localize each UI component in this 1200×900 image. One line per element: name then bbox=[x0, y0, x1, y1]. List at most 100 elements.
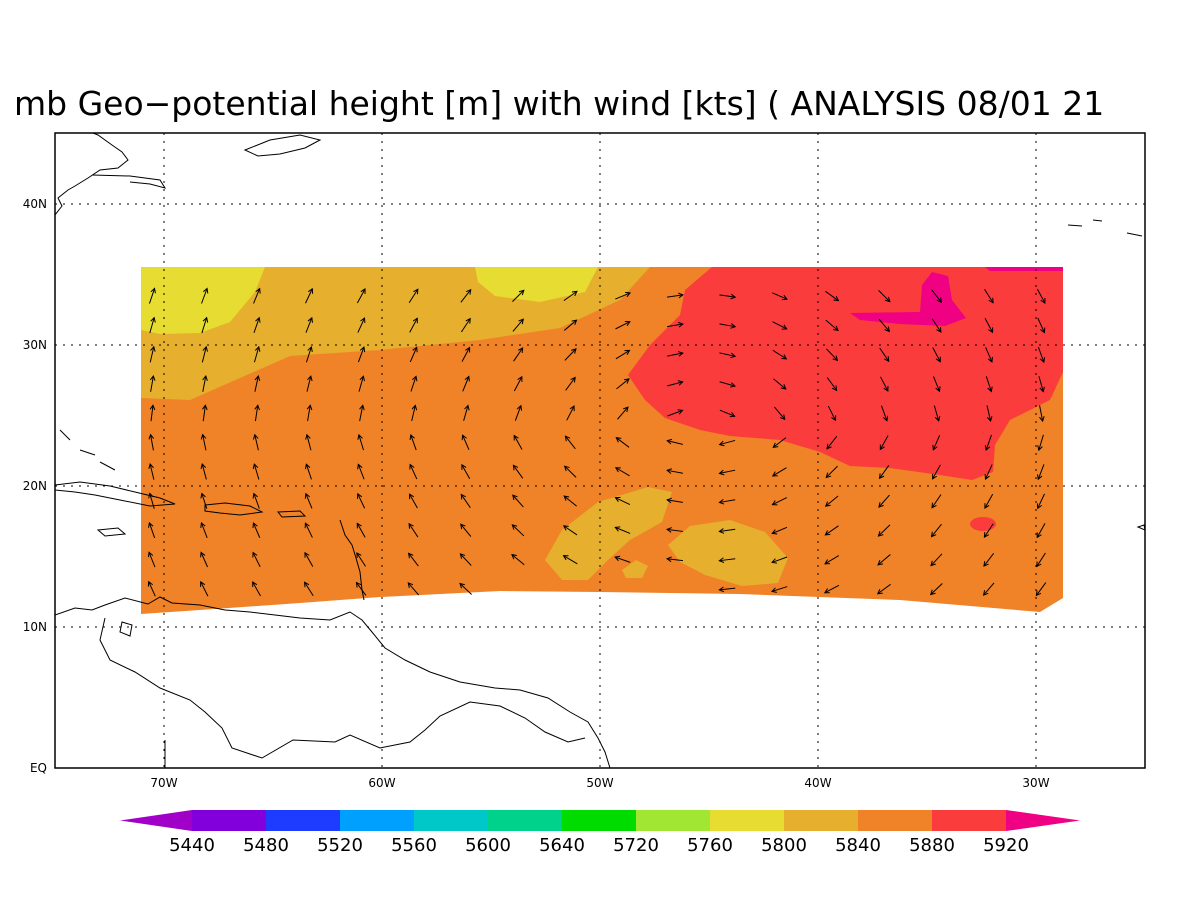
wind-arrow bbox=[252, 522, 261, 538]
lat-tick-labels: EQ 10N 20N 30N 40N bbox=[23, 197, 47, 775]
wind-arrow bbox=[667, 351, 684, 357]
wind-arrow bbox=[771, 497, 787, 506]
wind-arrow bbox=[407, 552, 419, 567]
wind-arrow bbox=[563, 290, 578, 302]
newfoundland-coast bbox=[243, 134, 322, 157]
wind-arrow bbox=[614, 555, 631, 563]
wind-arrow bbox=[826, 377, 838, 392]
colorbar-label: 5560 bbox=[391, 835, 437, 856]
wind-arrow bbox=[563, 319, 578, 331]
wind-arrow bbox=[876, 583, 891, 595]
colorbar-swatch bbox=[488, 810, 562, 831]
wind-arrow bbox=[615, 321, 631, 330]
colorbar-swatch-low bbox=[120, 810, 192, 831]
colorbar-label: 5880 bbox=[909, 835, 955, 856]
wind-arrow bbox=[826, 348, 839, 362]
wind-arrow bbox=[461, 463, 471, 480]
wind-arrow bbox=[409, 317, 418, 333]
wind-arrow bbox=[666, 527, 683, 533]
wind-arrow bbox=[667, 321, 684, 328]
wind-arrow bbox=[824, 525, 839, 536]
coastlines bbox=[55, 133, 1145, 768]
wind-arrow bbox=[252, 551, 261, 568]
cape-verde bbox=[1136, 524, 1145, 531]
wind-arrow bbox=[202, 404, 208, 422]
wind-arrow bbox=[565, 376, 576, 391]
colorbar-swatch bbox=[710, 810, 784, 831]
wind-arrow bbox=[983, 523, 994, 538]
wind-arrow bbox=[459, 553, 472, 566]
wind-arrow bbox=[407, 582, 420, 596]
colorbar-labels: 5440 5480 5520 5560 5600 5640 5720 5760 5800 5840… bbox=[169, 835, 1029, 856]
colorbar-swatch bbox=[784, 810, 858, 831]
wind-arrow bbox=[824, 555, 840, 565]
field-5920-spot bbox=[970, 517, 996, 531]
wind-arrow bbox=[771, 556, 788, 564]
wind-arrow bbox=[667, 292, 684, 299]
wind-arrow bbox=[512, 494, 524, 508]
wind-arrow bbox=[409, 463, 418, 480]
wind-arrow bbox=[149, 404, 156, 422]
wind-arrow bbox=[823, 584, 840, 594]
wind-arrow bbox=[147, 551, 156, 568]
wind-arrow bbox=[305, 316, 313, 333]
colorbar-label: 5920 bbox=[983, 835, 1029, 856]
wind-arrow bbox=[984, 464, 993, 481]
wind-arrow bbox=[774, 406, 786, 421]
wind-arrow bbox=[514, 404, 523, 421]
wind-arrow bbox=[462, 375, 470, 392]
wind-arrow bbox=[825, 319, 839, 332]
field-5840-west bbox=[141, 267, 650, 400]
wind-arrow bbox=[877, 554, 891, 566]
wind-arrow bbox=[932, 347, 941, 363]
wind-arrow bbox=[460, 317, 471, 333]
wind-arrow bbox=[254, 375, 261, 392]
wind-arrow bbox=[615, 349, 631, 360]
wind-arrow bbox=[563, 465, 577, 478]
wind-arrow bbox=[409, 346, 418, 363]
lake-maracaibo bbox=[119, 621, 133, 637]
graticule bbox=[55, 133, 1145, 768]
colorbar-swatch bbox=[192, 810, 266, 831]
wind-arrow bbox=[719, 293, 737, 300]
wind-arrow bbox=[566, 405, 575, 421]
wind-arrow bbox=[614, 496, 631, 506]
wind-arrow bbox=[409, 433, 417, 451]
colorbar-swatch bbox=[636, 810, 710, 831]
wind-arrow bbox=[306, 375, 313, 392]
wind-arrow bbox=[666, 556, 684, 563]
wind-arrow bbox=[513, 375, 523, 392]
wind-arrow bbox=[411, 404, 418, 422]
wind-arrow bbox=[1037, 464, 1045, 481]
map-title: mb Geo−potential height [m] with wind [k… bbox=[14, 84, 1104, 123]
wind-arrow bbox=[931, 289, 943, 304]
wind-arrow bbox=[201, 316, 209, 334]
wind-arrow bbox=[666, 497, 683, 504]
wind-arrow bbox=[718, 528, 736, 534]
wind-arrow bbox=[252, 492, 260, 509]
wind-arrow bbox=[410, 375, 418, 392]
wind-arrow bbox=[878, 289, 891, 303]
lon-tick-label: 40W bbox=[804, 776, 831, 790]
lon-tick-label: 60W bbox=[368, 776, 395, 790]
wind-arrow bbox=[202, 375, 208, 392]
wind-arrow bbox=[984, 434, 992, 452]
wind-arrow bbox=[932, 464, 941, 480]
wind-arrow bbox=[825, 290, 840, 302]
wind-arrow bbox=[825, 465, 838, 479]
wind-arrow bbox=[512, 289, 525, 302]
wind-arrow bbox=[773, 378, 787, 390]
wind-arrow bbox=[253, 345, 261, 363]
wind-arrow bbox=[304, 463, 312, 480]
lon-tick-label: 70W bbox=[150, 776, 177, 790]
wind-arrow bbox=[1038, 376, 1045, 393]
wind-arrow bbox=[460, 523, 472, 537]
wind-arrow bbox=[718, 586, 736, 593]
colorbar-label: 5640 bbox=[539, 835, 585, 856]
wind-arrow bbox=[770, 586, 788, 593]
lat-tick-label: EQ bbox=[30, 761, 47, 775]
wind-arrow bbox=[1036, 552, 1046, 568]
field-5840-south-b bbox=[668, 520, 788, 586]
wind-arrow bbox=[252, 581, 261, 597]
